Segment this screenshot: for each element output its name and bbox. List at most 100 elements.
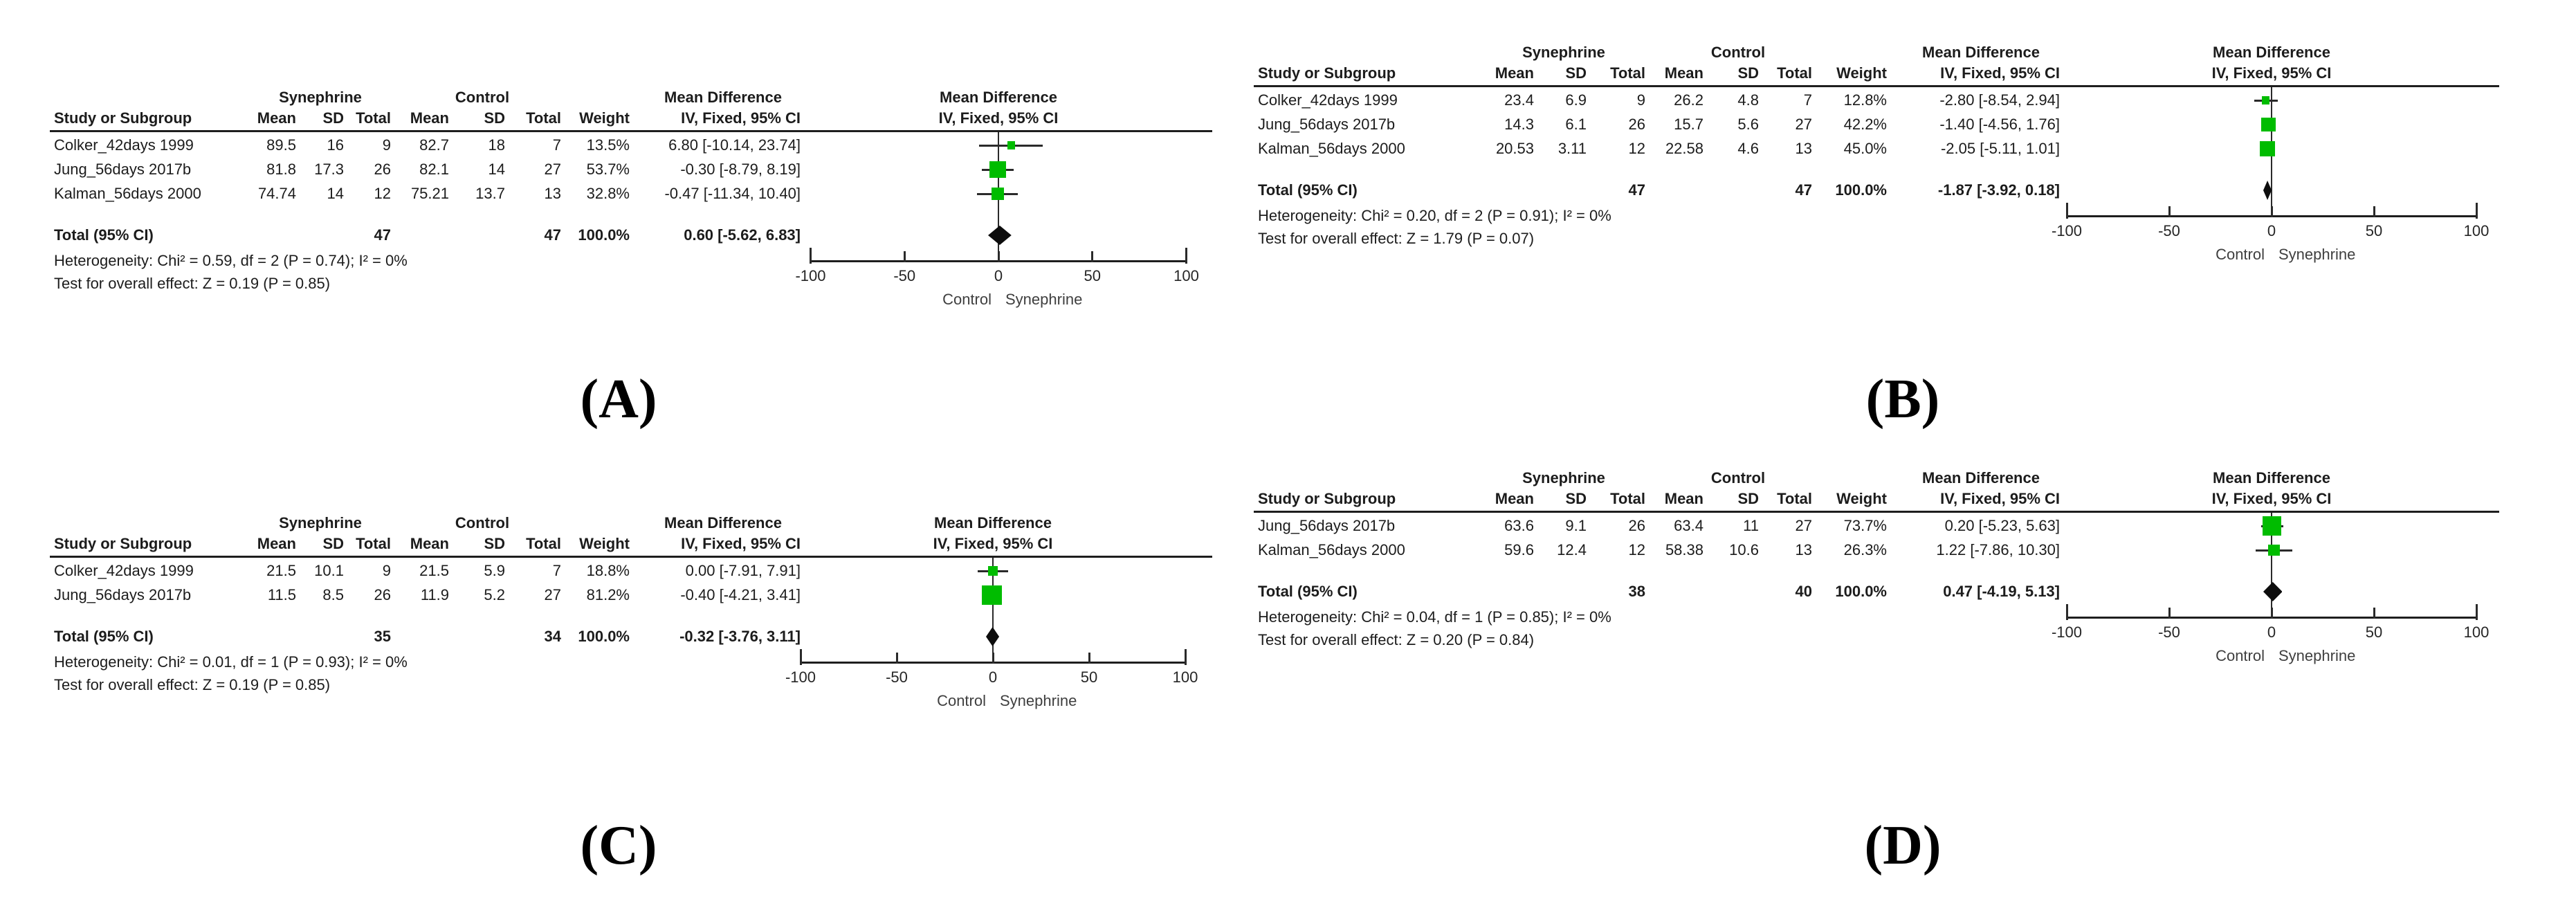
ctl-mean-value: 63.4 <box>1674 517 1703 534</box>
total-syn-n: 35 <box>374 628 391 645</box>
ctl-total-value: 13 <box>1795 541 1812 558</box>
pooled-diamond <box>2263 181 2272 200</box>
study-name: Jung_56days 2017b <box>1258 517 1396 534</box>
ctl-sd-value: 10.6 <box>1729 541 1759 558</box>
ctl-total-value: 27 <box>544 161 561 178</box>
effect-ci-header: IV, Fixed, 95% CI <box>681 535 801 552</box>
heterogeneity-note: Heterogeneity: Chi² = 0.04, df = 1 (P = … <box>1258 608 1611 626</box>
syn-sd-value: 16 <box>327 136 344 154</box>
total-row-label: Total (95% CI) <box>54 628 154 645</box>
x-axis-tick <box>2065 604 2068 620</box>
ctl-total-value: 7 <box>552 136 561 154</box>
syn-mean-value: 81.8 <box>266 161 296 178</box>
syn-sd-header: SD <box>1565 490 1587 507</box>
syn-sd-value: 3.11 <box>1558 140 1587 157</box>
plot-title-line1: Mean Difference <box>2213 469 2330 486</box>
experimental-group-header: Synephrine <box>1522 469 1605 486</box>
x-axis-tick-label: -100 <box>795 267 826 284</box>
effect-group-header: Mean Difference <box>664 89 782 106</box>
favours-control-label: Control <box>942 291 992 308</box>
syn-total-header: Total <box>356 535 391 552</box>
weight-value: 26.3% <box>1843 541 1887 558</box>
plot-title-line2: IV, Fixed, 95% CI <box>933 535 1053 552</box>
x-axis-tick <box>1091 251 1094 262</box>
syn-sd-value: 6.9 <box>1565 91 1587 109</box>
x-axis-tick-label: 50 <box>1080 668 1098 686</box>
panel-letter-label: (A) <box>580 369 657 430</box>
total-weight: 100.0% <box>1835 181 1887 199</box>
effect-square <box>991 187 1004 201</box>
study-name: Jung_56days 2017b <box>54 161 192 178</box>
syn-sd-value: 12.4 <box>1557 541 1587 558</box>
effect-group-header: Mean Difference <box>1922 469 2040 486</box>
heterogeneity-note: Heterogeneity: Chi² = 0.01, df = 1 (P = … <box>54 653 408 671</box>
x-axis-tick-label: -100 <box>785 668 816 686</box>
overall-effect-note: Test for overall effect: Z = 1.79 (P = 0… <box>1258 230 1535 247</box>
pooled-diamond-shape <box>2263 582 2283 601</box>
effect-ci-value: 6.80 [-10.14, 23.74] <box>668 136 801 154</box>
syn-sd-value: 14 <box>327 185 344 202</box>
ctl-mean-header: Mean <box>1664 64 1703 82</box>
ctl-sd-value: 5.9 <box>484 562 505 579</box>
ctl-total-value: 7 <box>552 562 561 579</box>
weight-value: 42.2% <box>1843 116 1887 133</box>
ctl-mean-value: 21.5 <box>419 562 449 579</box>
x-axis-tick <box>1184 649 1187 665</box>
ctl-sd-value: 5.2 <box>484 586 505 603</box>
ctl-total-value: 27 <box>544 586 561 603</box>
panel-letter-label: (D) <box>1864 815 1942 876</box>
weight-value: 18.8% <box>586 562 630 579</box>
study-column-header: Study or Subgroup <box>54 535 192 552</box>
control-group-header: Control <box>455 514 510 531</box>
total-syn-n: 47 <box>374 226 391 244</box>
total-syn-n: 38 <box>1628 583 1645 600</box>
total-ctl-n: 40 <box>1795 583 1812 600</box>
syn-total-header: Total <box>1610 64 1645 82</box>
x-axis-tick-label: 0 <box>994 267 1003 284</box>
x-axis-tick-label: -50 <box>2158 222 2180 239</box>
favours-synephrine-label: Synephrine <box>1000 692 1077 709</box>
ctl-total-header: Total <box>1777 490 1812 507</box>
forest-plot-panel-d: Synephrine Control Mean Difference Mean Dif… <box>1254 469 2499 671</box>
effect-ci-header: IV, Fixed, 95% CI <box>1940 490 2060 507</box>
ctl-sd-header: SD <box>1737 64 1759 82</box>
effect-group-header: Mean Difference <box>1922 44 2040 61</box>
effect-ci-value: -2.80 [-8.54, 2.94] <box>1939 91 2060 109</box>
weight-header: Weight <box>579 109 630 127</box>
ctl-sd-value: 11 <box>1743 517 1759 534</box>
effect-group-header: Mean Difference <box>664 514 782 531</box>
syn-mean-value: 21.5 <box>266 562 296 579</box>
effect-ci-value: 0.20 [-5.23, 5.63] <box>1944 517 2060 534</box>
syn-total-value: 26 <box>1628 116 1645 133</box>
ctl-sd-value: 4.6 <box>1737 140 1759 157</box>
effect-square <box>982 585 1003 606</box>
study-name: Jung_56days 2017b <box>1258 116 1396 133</box>
ctl-mean-value: 26.2 <box>1674 91 1703 109</box>
heterogeneity-note: Heterogeneity: Chi² = 0.20, df = 2 (P = … <box>1258 207 1611 224</box>
syn-sd-header: SD <box>322 109 344 127</box>
panel-letter-label: (C) <box>580 815 657 876</box>
syn-sd-header: SD <box>322 535 344 552</box>
effect-square <box>2261 96 2270 104</box>
weight-value: 12.8% <box>1843 91 1887 109</box>
study-column-header: Study or Subgroup <box>1258 490 1396 507</box>
syn-mean-value: 89.5 <box>266 136 296 154</box>
x-axis-tick <box>895 653 898 664</box>
syn-mean-value: 20.53 <box>1495 140 1534 157</box>
syn-mean-value: 23.4 <box>1504 91 1534 109</box>
total-weight: 100.0% <box>578 226 630 244</box>
ctl-total-header: Total <box>1777 64 1812 82</box>
x-axis-tick <box>1185 248 1187 264</box>
syn-total-header: Total <box>356 109 391 127</box>
x-axis-tick-label: -100 <box>2051 624 2083 641</box>
total-row-label: Total (95% CI) <box>1258 181 1358 199</box>
ctl-sd-header: SD <box>1737 490 1759 507</box>
effect-square <box>989 161 1006 178</box>
total-ctl-n: 34 <box>544 628 561 645</box>
plot-title-line1: Mean Difference <box>2213 44 2330 61</box>
plot-title-line2: IV, Fixed, 95% CI <box>2211 490 2332 507</box>
favours-synephrine-label: Synephrine <box>1005 291 1083 308</box>
syn-mean-value: 59.6 <box>1504 541 1534 558</box>
x-axis-tick <box>2373 608 2375 619</box>
x-axis-tick-label: 50 <box>1084 267 1101 284</box>
